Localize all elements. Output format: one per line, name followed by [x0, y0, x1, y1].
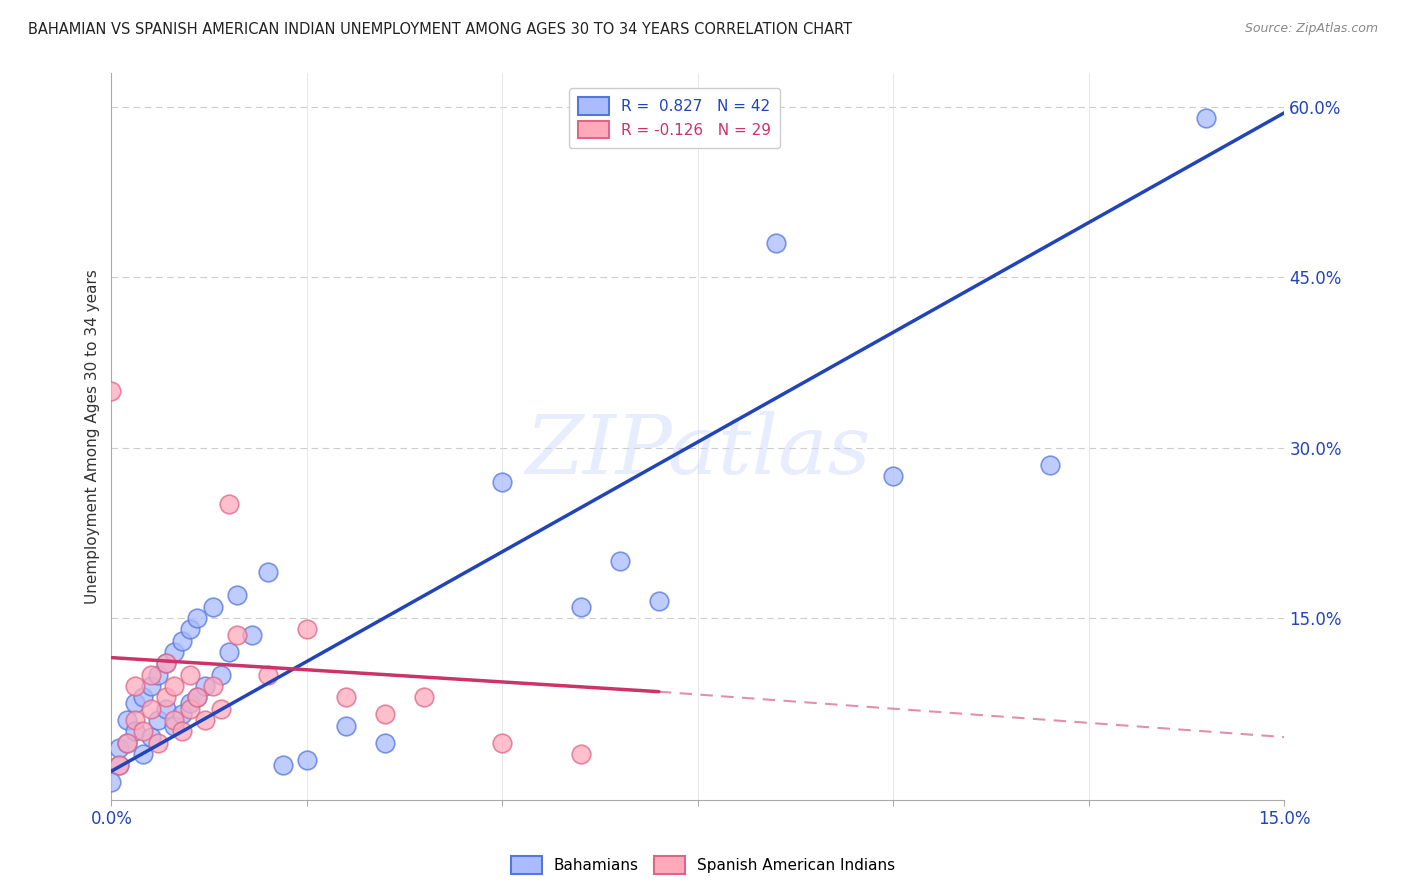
Point: [648, 594, 671, 608]
Point: [163, 679, 186, 693]
Point: [115, 736, 138, 750]
Y-axis label: Unemployment Among Ages 30 to 34 years: Unemployment Among Ages 30 to 34 years: [86, 268, 100, 604]
Point: [131, 690, 153, 705]
Point: [186, 690, 208, 705]
Point: [179, 696, 201, 710]
Point: [194, 679, 217, 693]
Point: [202, 599, 225, 614]
Text: BAHAMIAN VS SPANISH AMERICAN INDIAN UNEMPLOYMENT AMONG AGES 30 TO 34 YEARS CORRE: BAHAMIAN VS SPANISH AMERICAN INDIAN UNEM…: [28, 22, 852, 37]
Point: [155, 690, 177, 705]
Point: [1039, 458, 1062, 472]
Point: [108, 741, 131, 756]
Point: [295, 622, 318, 636]
Point: [194, 713, 217, 727]
Point: [108, 758, 131, 772]
Point: [170, 724, 193, 739]
Point: [139, 730, 162, 744]
Point: [1195, 112, 1218, 126]
Point: [139, 679, 162, 693]
Point: [335, 690, 357, 705]
Point: [491, 475, 513, 489]
Point: [491, 736, 513, 750]
Point: [609, 554, 631, 568]
Point: [209, 667, 232, 681]
Point: [124, 724, 146, 739]
Point: [256, 667, 278, 681]
Point: [374, 707, 396, 722]
Text: Source: ZipAtlas.com: Source: ZipAtlas.com: [1244, 22, 1378, 36]
Point: [163, 713, 186, 727]
Point: [124, 713, 146, 727]
Point: [202, 679, 225, 693]
Point: [225, 628, 247, 642]
Point: [124, 679, 146, 693]
Point: [413, 690, 436, 705]
Point: [374, 736, 396, 750]
Point: [155, 657, 177, 671]
Legend: R =  0.827   N = 42, R = -0.126   N = 29: R = 0.827 N = 42, R = -0.126 N = 29: [569, 88, 780, 147]
Point: [148, 713, 170, 727]
Point: [148, 667, 170, 681]
Point: [124, 696, 146, 710]
Point: [256, 566, 278, 580]
Point: [335, 719, 357, 733]
Point: [148, 736, 170, 750]
Point: [179, 667, 201, 681]
Point: [186, 611, 208, 625]
Point: [882, 469, 904, 483]
Point: [108, 758, 131, 772]
Point: [179, 622, 201, 636]
Point: [186, 690, 208, 705]
Point: [115, 713, 138, 727]
Point: [209, 702, 232, 716]
Point: [170, 707, 193, 722]
Point: [179, 702, 201, 716]
Point: [155, 702, 177, 716]
Point: [765, 236, 787, 251]
Point: [240, 628, 263, 642]
Point: [100, 384, 122, 398]
Point: [100, 775, 122, 789]
Point: [155, 657, 177, 671]
Point: [569, 599, 592, 614]
Point: [163, 645, 186, 659]
Text: ZIPatlas: ZIPatlas: [526, 411, 870, 491]
Point: [163, 719, 186, 733]
Point: [218, 497, 240, 511]
Point: [569, 747, 592, 761]
Point: [218, 645, 240, 659]
Point: [225, 588, 247, 602]
Point: [131, 747, 153, 761]
Point: [139, 702, 162, 716]
Point: [295, 753, 318, 767]
Point: [139, 667, 162, 681]
Point: [131, 724, 153, 739]
Point: [115, 736, 138, 750]
Legend: Bahamians, Spanish American Indians: Bahamians, Spanish American Indians: [505, 850, 901, 880]
Point: [273, 758, 295, 772]
Point: [170, 633, 193, 648]
